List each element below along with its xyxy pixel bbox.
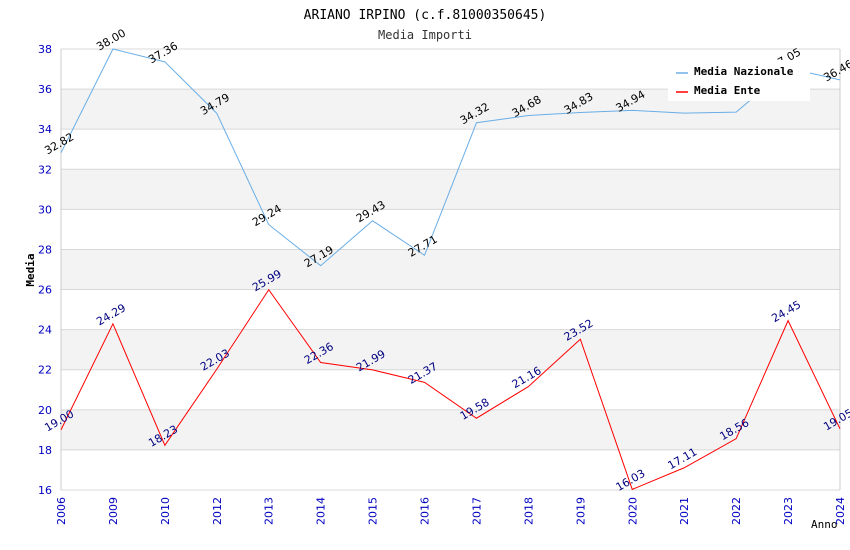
chart-subtitle: Media Importi	[378, 28, 472, 42]
y-tick-label: 32	[38, 163, 52, 176]
y-tick-label: 24	[38, 324, 52, 337]
x-tick-label: 2015	[367, 497, 380, 525]
y-tick-label: 30	[38, 203, 52, 216]
y-tick-label: 22	[38, 364, 52, 377]
x-tick-label: 2021	[678, 497, 691, 525]
x-tick-label: 2009	[107, 497, 120, 525]
background-band	[61, 129, 840, 170]
series-line-media-nazionale	[60, 48, 841, 267]
background-band	[61, 409, 840, 450]
x-tick-label: 2006	[55, 497, 68, 525]
legend-label-media-nazionale: Media Nazionale	[694, 65, 794, 78]
x-tick-label: 2023	[782, 497, 795, 525]
y-tick-label: 28	[38, 243, 52, 256]
chart-title: ARIANO IRPINO (c.f.81000350645)	[304, 8, 547, 23]
x-tick-label: 2016	[419, 497, 432, 525]
x-axis-ticks: 2006 2009 2010 2012 2013 2014 2015 2016 2017 2018…	[55, 497, 847, 525]
series-line-media-ente	[60, 288, 841, 491]
y-axis-ticks: 16 18 20 22 24 26 28 30 32 34 36 38	[38, 43, 52, 497]
x-tick-label: 2012	[211, 497, 224, 525]
x-tick-label: 2017	[470, 497, 483, 525]
y-tick-label: 18	[38, 444, 52, 457]
y-tick-label: 34	[38, 123, 52, 136]
x-tick-label: 2018	[522, 497, 535, 525]
legend-label-media-ente: Media Ente	[694, 84, 761, 97]
background-band	[61, 249, 840, 290]
background-band	[61, 209, 840, 250]
x-tick-label: 2013	[263, 497, 276, 525]
y-tick-label: 26	[38, 284, 52, 297]
y-tick-label: 16	[38, 484, 52, 497]
series-group	[60, 48, 841, 491]
background-band	[61, 449, 840, 490]
background-band	[61, 329, 840, 370]
legend: Media Nazionale Media Ente	[668, 60, 810, 101]
background-band	[61, 289, 840, 330]
x-tick-label: 2010	[159, 497, 172, 525]
x-tick-label: 2014	[315, 497, 328, 525]
legend-box	[668, 60, 810, 101]
x-tick-label: 2020	[626, 497, 639, 525]
y-tick-label: 36	[38, 83, 52, 96]
y-tick-label: 20	[38, 404, 52, 417]
background-bands	[61, 49, 840, 490]
y-tick-label: 38	[38, 43, 52, 56]
x-tick-label: 2019	[574, 497, 587, 525]
y-axis-label: Media	[24, 253, 37, 286]
x-tick-label: 2022	[730, 497, 743, 525]
x-axis-label: Anno	[811, 518, 838, 531]
x-tick-label: 2024	[834, 497, 847, 525]
background-band	[61, 369, 840, 410]
